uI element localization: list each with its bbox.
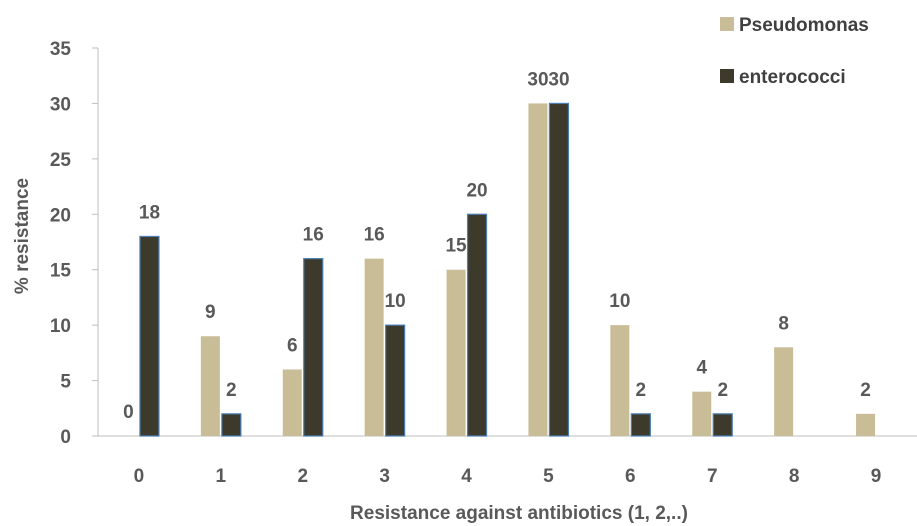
legend-swatch-enterococci xyxy=(720,69,734,83)
data-label-pseudomonas-6: 10 xyxy=(609,291,630,312)
bar-pseudomonas-2 xyxy=(282,369,302,436)
data-label-pseudomonas-5: 30 xyxy=(527,69,548,90)
data-label-enterococci-3: 10 xyxy=(385,291,406,312)
bar-enterococci-5 xyxy=(548,102,570,437)
data-label-enterococci-4: 20 xyxy=(466,180,487,201)
y-tick-label: 30 xyxy=(50,94,71,115)
y-tick-label: 35 xyxy=(50,39,72,60)
bar-enterococci-1 xyxy=(221,413,242,437)
bar-pseudomonas-7 xyxy=(692,391,712,436)
bar-pseudomonas-9 xyxy=(856,413,876,436)
bar-enterococci-7 xyxy=(712,413,733,437)
y-axis-title: % resistance xyxy=(12,178,33,294)
data-label-pseudomonas-2: 6 xyxy=(287,335,298,356)
legend-swatch-pseudomonas xyxy=(720,17,734,31)
bar-enterococci-4 xyxy=(466,213,488,437)
legend-label-enterococci: enterococci xyxy=(739,67,846,88)
x-tick-label: 0 xyxy=(134,466,145,487)
data-label-enterococci-5: 30 xyxy=(548,69,569,90)
bar-pseudomonas-4 xyxy=(446,269,466,436)
bar-enterococci-3 xyxy=(385,324,406,437)
x-axis-title: Resistance against antibiotics (1, 2,..) xyxy=(350,503,688,524)
data-label-pseudomonas-9: 2 xyxy=(860,380,871,401)
y-tick-label: 10 xyxy=(50,316,71,337)
data-label-enterococci-6: 2 xyxy=(636,380,647,401)
bars xyxy=(139,102,876,437)
x-tick-label: 3 xyxy=(379,466,390,487)
data-label-enterococci-2: 16 xyxy=(303,225,324,246)
x-tick-label: 1 xyxy=(216,466,227,487)
data-label-pseudomonas-1: 9 xyxy=(205,302,216,323)
x-axis: 0 1 2 3 4 5 6 7 8 9 xyxy=(98,435,917,487)
y-axis: 0 5 10 15 20 25 30 35 xyxy=(50,39,99,448)
bar-enterococci-2 xyxy=(303,258,324,437)
data-label-pseudomonas-4: 15 xyxy=(445,236,467,257)
bar-pseudomonas-1 xyxy=(200,336,220,436)
x-tick-label: 4 xyxy=(461,466,472,487)
y-tick-label: 5 xyxy=(60,372,71,393)
y-tick-label: 25 xyxy=(50,150,72,171)
legend: Pseudomonas enterococci xyxy=(720,15,869,88)
data-label-enterococci-0: 18 xyxy=(139,202,160,223)
data-label-pseudomonas-7: 4 xyxy=(696,358,707,379)
data-label-pseudomonas-8: 8 xyxy=(778,313,789,334)
data-label-enterococci-7: 2 xyxy=(717,380,728,401)
y-tick-label: 20 xyxy=(50,205,71,226)
x-tick-label: 6 xyxy=(625,466,636,487)
y-tick-label: 15 xyxy=(50,261,72,282)
bar-enterococci-6 xyxy=(630,413,651,437)
y-tick-label: 0 xyxy=(60,427,71,448)
legend-label-pseudomonas: Pseudomonas xyxy=(739,15,869,36)
x-tick-label: 5 xyxy=(543,466,554,487)
x-tick-label: 9 xyxy=(871,466,882,487)
bar-pseudomonas-3 xyxy=(364,258,384,436)
data-label-pseudomonas-3: 16 xyxy=(364,225,385,246)
x-tick-label: 7 xyxy=(707,466,718,487)
data-label-enterococci-1: 2 xyxy=(226,380,237,401)
data-label-pseudomonas-0: 0 xyxy=(123,402,134,423)
x-tick-label: 2 xyxy=(297,466,308,487)
bar-pseudomonas-5 xyxy=(528,103,548,436)
bar-enterococci-0 xyxy=(139,235,160,437)
x-tick-label: 8 xyxy=(789,466,800,487)
bar-pseudomonas-8 xyxy=(774,347,794,436)
bar-pseudomonas-6 xyxy=(610,325,630,436)
